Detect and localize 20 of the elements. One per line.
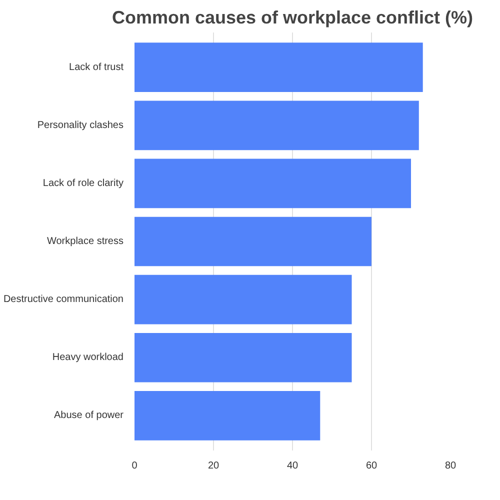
bar <box>134 158 411 208</box>
x-tick-label: 80 <box>444 460 456 472</box>
bar <box>134 274 352 324</box>
y-tick-label: Abuse of power <box>54 410 124 422</box>
y-tick-label: Personality clashes <box>37 120 124 131</box>
bar <box>134 216 372 266</box>
chart-title: Common causes of workplace conflict (%) <box>112 8 474 28</box>
bar <box>134 42 423 92</box>
bar <box>134 100 419 150</box>
x-tick-label: 0 <box>132 460 138 472</box>
x-tick-label: 20 <box>208 460 220 472</box>
bar <box>134 390 320 440</box>
y-tick-label: Lack of role clarity <box>42 178 124 189</box>
x-tick-label: 40 <box>286 460 298 472</box>
bar <box>134 332 352 382</box>
y-tick-label: Destructive communication <box>3 294 124 306</box>
y-tick-label: Lack of trust <box>69 62 124 73</box>
y-tick-label: Workplace stress <box>46 236 124 247</box>
x-tick-label: 60 <box>366 460 378 472</box>
y-tick-label: Heavy workload <box>52 352 124 364</box>
